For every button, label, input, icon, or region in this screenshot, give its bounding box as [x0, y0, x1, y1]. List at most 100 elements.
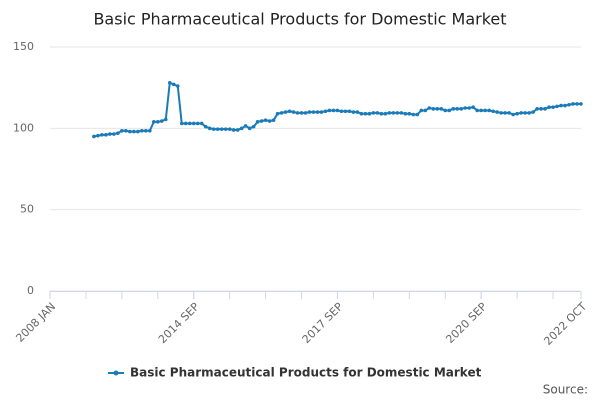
data-point [307, 110, 312, 114]
data-point [219, 127, 224, 131]
data-point [487, 108, 491, 113]
data-point [267, 119, 272, 123]
x-tick-label: 2017 SEP [300, 300, 346, 346]
data-point [295, 111, 300, 115]
data-point [179, 121, 184, 126]
data-point [163, 117, 168, 122]
data-point [515, 111, 519, 116]
data-point [132, 129, 136, 134]
data-point [335, 108, 340, 113]
data-point [527, 111, 531, 115]
data-point [183, 121, 188, 126]
legend-label: Basic Pharmaceutical Products for Domest… [130, 366, 482, 380]
data-point [144, 128, 148, 133]
data-point [128, 129, 132, 134]
data-point [323, 109, 328, 114]
data-point [319, 110, 324, 114]
data-point [399, 111, 404, 115]
data-point [104, 133, 108, 137]
data-point [271, 118, 276, 122]
data-point [519, 111, 523, 115]
data-point [279, 111, 284, 115]
data-point [175, 84, 180, 88]
data-point [563, 103, 567, 108]
data-point [211, 127, 216, 131]
data-point [571, 102, 575, 106]
data-point [567, 102, 571, 107]
data-point [203, 124, 208, 129]
data-point [531, 110, 535, 114]
data-point [299, 111, 304, 115]
data-point [395, 111, 400, 115]
data-point [495, 110, 499, 114]
data-point [443, 108, 448, 113]
data-point [239, 126, 244, 131]
data-point [423, 108, 428, 113]
data-point [351, 110, 356, 114]
data-point [327, 108, 332, 113]
data-point [507, 111, 511, 115]
data-point [116, 131, 120, 136]
data-point [263, 118, 268, 122]
data-point [255, 120, 260, 124]
data-point [391, 111, 396, 115]
data-point [331, 108, 336, 113]
y-tick-label: 100 [13, 121, 34, 134]
data-point [171, 82, 176, 87]
data-point [383, 111, 388, 116]
source-label: Source: [543, 383, 588, 397]
chart-title: Basic Pharmaceutical Products for Domest… [93, 10, 506, 29]
legend-marker [113, 370, 119, 376]
data-point [511, 112, 515, 117]
data-point [124, 128, 128, 133]
data-point [92, 134, 96, 139]
data-point [187, 121, 192, 126]
data-point [379, 111, 384, 116]
data-point [347, 109, 352, 114]
data-point [411, 112, 416, 117]
data-point [415, 112, 420, 117]
data-point [148, 128, 152, 133]
data-point [479, 108, 483, 113]
data-point [195, 121, 200, 126]
data-point [120, 128, 124, 133]
x-tick-label: 2008 JAN [13, 300, 58, 345]
data-point [287, 109, 292, 114]
data-point [575, 102, 579, 106]
data-point [155, 120, 160, 124]
data-point [303, 111, 308, 115]
data-point [96, 133, 100, 138]
data-point [315, 110, 320, 114]
data-point [459, 107, 464, 111]
data-point [140, 128, 144, 133]
data-point [223, 127, 228, 131]
data-point [339, 109, 344, 114]
data-point [471, 105, 476, 109]
x-tick-label: 2014 SEP [156, 300, 202, 346]
data-point [435, 107, 440, 111]
data-point [559, 103, 563, 108]
data-point [247, 126, 252, 131]
data-point [199, 121, 204, 126]
data-point [343, 109, 348, 114]
data-point [259, 119, 264, 123]
data-point [447, 108, 452, 113]
data-point [483, 108, 487, 113]
data-point [283, 110, 288, 114]
data-point [108, 132, 112, 136]
data-point [543, 107, 547, 111]
data-point [547, 105, 551, 109]
data-point [503, 111, 507, 115]
data-point [499, 111, 503, 115]
data-point [191, 121, 196, 126]
data-point [579, 102, 583, 106]
data-point [100, 133, 104, 137]
data-point [371, 111, 376, 115]
data-point [375, 111, 380, 115]
data-point [207, 126, 212, 131]
data-point [251, 124, 256, 129]
data-point [311, 110, 316, 114]
data-point [419, 108, 424, 113]
data-point [275, 111, 280, 116]
